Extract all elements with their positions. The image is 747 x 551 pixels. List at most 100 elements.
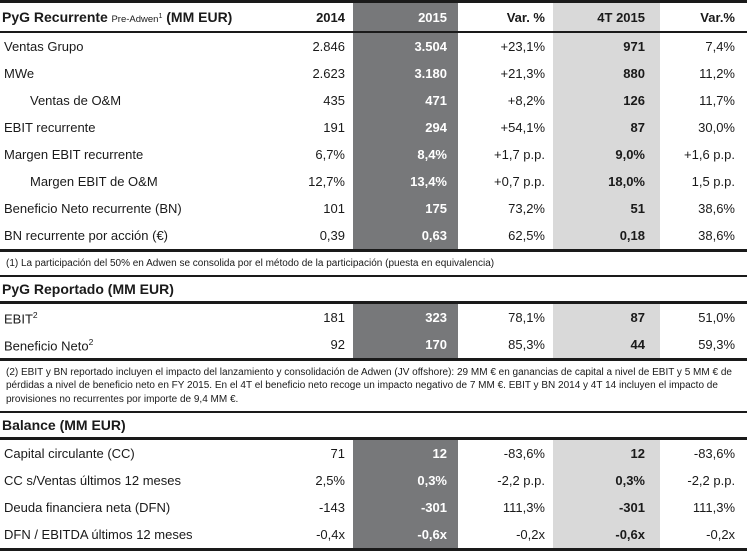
cell-var-pct-4t: 38,6% [698,201,735,216]
footnote-ref-1: 1 [158,12,163,20]
cell-4t-2015: 51 [553,195,660,222]
footnote-1: (1) La participación del 50% en Adwen se… [6,258,495,269]
cell-2015: 13,4% [353,168,458,195]
cell-4t-2015: 971 [553,32,660,60]
cell-2014: -143 [318,499,345,515]
row-label: Capital circulante (CC) [4,445,135,461]
row-label: EBIT recurrente [4,120,96,135]
cell-2014: 181 [323,310,345,326]
cell-4t-2015: -0,6x [553,520,660,550]
cell-var-pct: 73,2% [508,201,545,216]
cell-4t-2015: 44 [553,331,660,360]
table-header-row: PyG Recurrente Pre-Adwen1 (MM EUR) 2014 … [0,1,747,32]
cell-2014: 2,5% [315,472,345,488]
cell-var-pct-4t: 7,4% [705,39,735,54]
footnote-ref-2: 2 [88,336,94,347]
cell-2015: 8,4% [353,141,458,168]
row-label: BN recurrente por acción (€) [4,228,169,243]
section-title-balance: Balance (MM EUR) [2,416,126,433]
section-title-row: Balance (MM EUR) [0,412,747,439]
cell-2014: 101 [323,201,345,216]
cell-var-pct: 85,3% [508,337,545,353]
column-header-2015: 2015 [353,1,458,32]
table-row: Margen EBIT recurrente 6,7% 8,4% +1,7 p.p. 9… [0,141,747,168]
cell-var-pct: +21,3% [500,66,545,81]
cell-2015: 0,63 [353,222,458,251]
balance-table: Balance (MM EUR) Capital circulante (CC)… [0,410,747,551]
cell-2015: 175 [353,195,458,222]
cell-2015: 323 [353,302,458,332]
cell-var-pct: 111,3% [502,499,545,515]
cell-var-pct-4t: -83,6% [693,445,736,461]
section-title-pyg-reportado: PyG Reportado (MM EUR) [2,281,174,298]
cell-2015: 471 [353,87,458,114]
cell-var-pct: +1,7 p.p. [494,147,545,162]
column-header-4t2015: 4T 2015 [553,1,660,32]
cell-2014: 191 [323,120,345,135]
cell-4t-2015: -301 [553,493,660,521]
cell-2015: 170 [353,331,458,360]
cell-2014: 12,7% [308,174,345,189]
table-row: EBIT2 181 323 78,1% 87 51,0% [0,302,747,332]
cell-var-pct-4t: 59,3% [698,337,736,353]
row-label: Margen EBIT de O&M [30,174,158,189]
table-row: Margen EBIT de O&M 12,7% 13,4% +0,7 p.p. 18,… [0,168,747,195]
column-header-var: Var. % [506,9,545,25]
row-label: Beneficio Neto recurrente (BN) [4,201,182,216]
cell-var-pct: +0,7 p.p. [494,174,545,189]
cell-var-pct: -2,2 p.p. [497,472,545,488]
cell-4t-2015: 18,0% [553,168,660,195]
cell-var-pct-4t: -0,2x [706,526,736,542]
footnote-2: (2) EBIT y BN reportado incluyen el impa… [6,367,732,405]
row-label: MWe [4,66,35,81]
cell-4t-2015: 87 [553,302,660,332]
table-row: Ventas de O&M 435 471 +8,2% 126 11,7% [0,87,747,114]
cell-var-pct-4t: +1,6 p.p. [684,147,735,162]
cell-var-pct: -83,6% [503,445,545,461]
table-row: Ventas Grupo 2.846 3.504 +23,1% 971 7,4% [0,32,747,60]
cell-2014: 71 [330,445,345,461]
cell-2014: 0,39 [319,228,345,243]
table-row: Deuda financiera neta (DFN) -143 -301 111,3… [0,493,747,521]
row-label: DFN / EBITDA últimos 12 meses [4,526,193,542]
section-title-note: Pre-Adwen1 [111,12,163,25]
row-label: Ventas Grupo [4,39,84,54]
cell-var-pct-4t: 51,0% [698,310,736,326]
cell-2014: 92 [330,337,345,353]
column-header-var-4t: Var.% [700,9,735,25]
cell-4t-2015: 0,3% [553,466,660,494]
cell-var-pct-4t: 30,0% [698,120,735,135]
row-label: Deuda financiera neta (DFN) [4,499,171,515]
cell-2015: 3.180 [353,60,458,87]
footnote-ref-2: 2 [32,309,38,320]
cell-2014: 6,7% [315,147,345,162]
cell-2015: 12 [353,438,458,467]
section-title-suffix: (MM EUR) [162,9,233,25]
cell-var-pct: +54,1% [500,120,545,135]
cell-var-pct-4t: 1,5 p.p. [691,174,735,189]
row-label: EBIT2 [4,309,38,326]
cell-4t-2015: 87 [553,114,660,141]
pyg-recurrente-table: PyG Recurrente Pre-Adwen1 (MM EUR) 2014 … [0,0,747,252]
cell-2015: 3.504 [353,32,458,60]
cell-var-pct: +23,1% [500,39,545,54]
cell-var-pct-4t: 38,6% [698,228,735,243]
cell-var-pct: +8,2% [507,93,545,108]
cell-var-pct-4t: 11,7% [699,93,735,108]
cell-var-pct-4t: 11,2% [699,66,735,81]
table-row: Beneficio Neto2 92 170 85,3% 44 59,3% [0,331,747,360]
cell-2015: 294 [353,114,458,141]
cell-4t-2015: 0,18 [553,222,660,251]
table-row: MWe 2.623 3.180 +21,3% 880 11,2% [0,60,747,87]
row-label: CC s/Ventas últimos 12 meses [4,472,182,488]
row-label: Beneficio Neto2 [4,336,94,353]
cell-4t-2015: 12 [553,438,660,467]
section-title-main: PyG Recurrente [2,9,108,25]
row-label: Ventas de O&M [30,93,122,108]
cell-4t-2015: 880 [553,60,660,87]
row-label: Margen EBIT recurrente [4,147,144,162]
table-row: EBIT recurrente 191 294 +54,1% 87 30,0% [0,114,747,141]
cell-2015: -0,6x [353,520,458,550]
cell-2015: 0,3% [353,466,458,494]
